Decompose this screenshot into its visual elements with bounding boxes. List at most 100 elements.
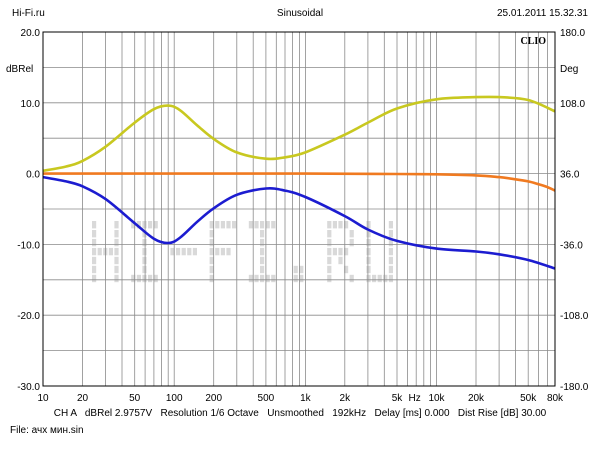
watermark-dot [327,247,332,256]
watermark-dot [170,247,175,256]
watermark-dot [388,221,393,229]
watermark-dot [181,247,186,256]
watermark-dot [92,221,97,229]
watermark-dot [388,256,393,265]
watermark-dot [142,265,147,274]
x-tick-label: 10 [37,393,49,404]
watermark-dot [366,221,371,229]
y-axis-left-title: dBRel [6,64,33,75]
watermark-dot [344,265,349,274]
y-tick-label-left: 20.0 [21,28,41,39]
watermark-dot [148,221,153,229]
watermark-dot [142,221,147,229]
grid [43,32,555,386]
y-tick-label-left: -20.0 [17,311,40,322]
y-tick-label-right: -108.0 [560,311,589,322]
y-tick-label-left: 0.0 [26,170,40,181]
watermark-dot [142,238,147,247]
watermark-dot [332,247,337,256]
watermark-dot [327,256,332,265]
watermark-dot [260,221,265,229]
x-tick-label: 10k [428,393,445,404]
watermark-dot [366,230,371,238]
watermark-dot [349,238,354,247]
x-tick-label: 100 [166,393,183,404]
watermark-dot [209,238,214,247]
watermark-dot [215,221,220,229]
watermark-dot [271,274,276,283]
watermark-dot [338,247,343,256]
watermark-dot [254,221,259,229]
watermark-dot [366,238,371,247]
brand-label: CLIO [520,36,546,47]
x-axis-unit-label: Hz [408,393,420,404]
watermark-dot [92,230,97,238]
y-tick-label-left: 10.0 [21,99,41,110]
file-name: File: ачх мин.sin [10,425,84,436]
y-tick-label-right: -36.0 [560,240,583,251]
watermark-dot [388,247,393,256]
watermark-dot [338,256,343,265]
watermark-dot [136,274,141,283]
x-tick-label: 5k [392,393,404,404]
x-tick-label: 200 [205,393,222,404]
y-tick-label-right: 36.0 [560,170,580,181]
watermark-dot [293,274,298,283]
watermark-dot [332,221,337,229]
x-tick-label: 50k [520,393,537,404]
watermark-dot [114,256,119,265]
watermark-dot [92,274,97,283]
x-tick-label: 500 [258,393,275,404]
watermark-dot [366,265,371,274]
watermark-dot [136,221,141,229]
watermark-dot [220,221,225,229]
y-axis-right-title: Deg [560,64,578,75]
watermark-dot [114,265,119,274]
watermark [92,221,393,283]
watermark-dot [209,221,214,229]
watermark-dot [92,247,97,256]
watermark-dot [299,265,304,274]
watermark-dot [260,256,265,265]
watermark-dot [215,247,220,256]
watermark-dot [344,221,349,229]
watermark-dot [271,221,276,229]
watermark-dot [92,238,97,247]
watermark-dot [349,230,354,238]
x-tick-label: 2k [340,393,352,404]
watermark-dot [142,230,147,238]
watermark-dot [248,221,253,229]
watermark-dot [114,274,119,283]
series-line-1 [42,95,556,173]
watermark-dot [142,274,147,283]
header-site: Hi-Fi.ru [12,8,45,19]
y-tick-label-left: -10.0 [17,240,40,251]
header-timestamp: 25.01.2011 15.32.31 [496,8,588,19]
watermark-dot [153,221,158,229]
x-tick-label: 20 [77,393,89,404]
watermark-dot [372,274,377,283]
watermark-dot [260,274,265,283]
watermark-dot [327,238,332,247]
watermark-dot [153,274,158,283]
watermark-dot [388,230,393,238]
watermark-dot [327,221,332,229]
watermark-dot [226,221,231,229]
measurement-settings: CH A dBRel 2.9757V Resolution 1/6 Octave… [53,408,547,419]
watermark-dot [92,256,97,265]
watermark-dot [232,221,237,229]
watermark-dot [131,221,136,229]
watermark-dot [388,274,393,283]
watermark-dot [248,274,253,283]
watermark-dot [226,247,231,256]
watermark-dot [327,230,332,238]
watermark-dot [114,221,119,229]
y-tick-label-right: 108.0 [560,99,585,110]
watermark-dot [344,247,349,256]
watermark-dot [338,221,343,229]
watermark-dot [209,256,214,265]
watermark-dot [92,265,97,274]
x-tick-label: 50 [129,393,141,404]
watermark-dot [383,274,388,283]
watermark-dot [254,274,259,283]
